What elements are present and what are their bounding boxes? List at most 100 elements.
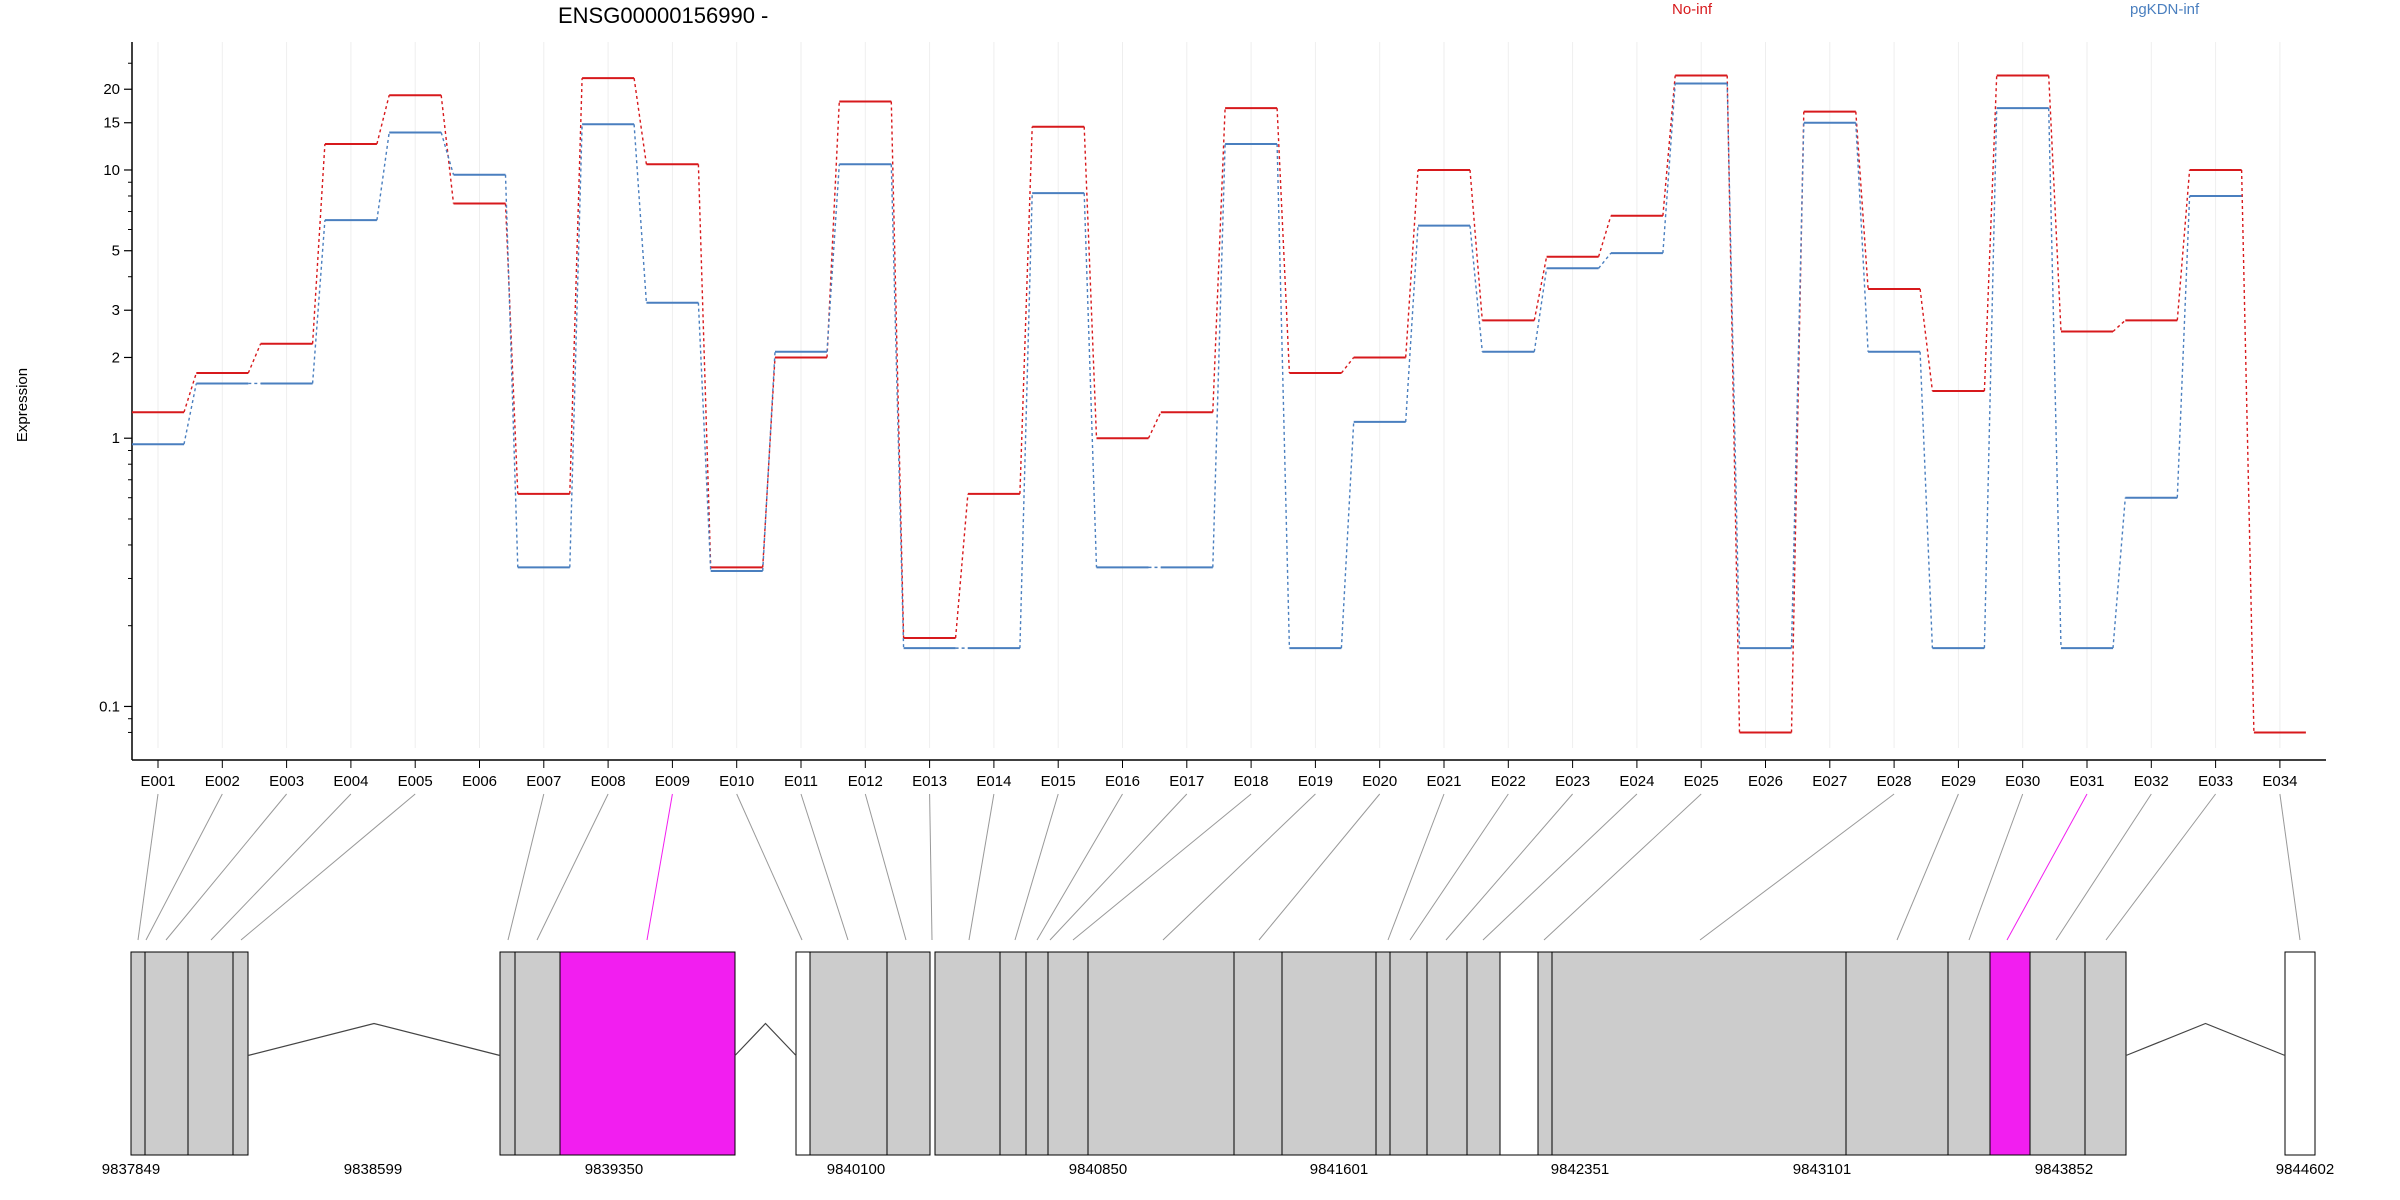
series-1-connector-e010 xyxy=(697,302,712,571)
coordinate-label-3: 9839350 xyxy=(585,1161,643,1178)
series-0-connector-e032 xyxy=(2112,319,2126,332)
series-1-connector-e029 xyxy=(1919,351,1934,649)
x-tick-label-e012: E012 xyxy=(848,773,883,790)
coordinate-label-1: 9837849 xyxy=(102,1161,160,1178)
x-tick-label-e021: E021 xyxy=(1426,773,1461,790)
series-pgkdn-inf xyxy=(132,82,2242,650)
series-1-connector-e033 xyxy=(2176,195,2191,498)
x-tick-label-e032: E032 xyxy=(2134,773,2169,790)
x-tick-label-e016: E016 xyxy=(1105,773,1140,790)
grid-layer xyxy=(157,42,2281,748)
connector-e007 xyxy=(507,793,545,941)
intron-1 xyxy=(247,1022,501,1057)
series-1-connector-e032 xyxy=(2112,497,2126,649)
x-tick-label-e034: E034 xyxy=(2262,773,2297,790)
gene-model-layer: 9837849 9838599 9839350 9840100 9840850 98416… xyxy=(102,951,2334,1178)
series-0-connector-e024 xyxy=(1597,215,1612,257)
connector-e034 xyxy=(2279,793,2301,941)
x-tick-label-e020: E020 xyxy=(1362,773,1397,790)
series-0-connector-e028 xyxy=(1855,111,1869,290)
exon-block-9 xyxy=(809,951,888,1156)
connector-e020 xyxy=(1258,793,1381,941)
x-tick-label-e031: E031 xyxy=(2069,773,2104,790)
series-0-connector-e013 xyxy=(890,101,905,638)
series-0-connector-e023 xyxy=(1533,256,1548,321)
series-0-connector-e020 xyxy=(1340,357,1355,374)
series-1-connector-e027 xyxy=(1790,122,1805,649)
x-tick-label-e013: E013 xyxy=(912,773,947,790)
series-1-connector-e016 xyxy=(1083,193,1098,568)
coordinate-label-6: 9841601 xyxy=(1310,1161,1368,1178)
series-1-connector-e004 xyxy=(311,220,326,384)
coordinate-label-2: 9838599 xyxy=(344,1161,402,1178)
series-0-connector-e009 xyxy=(633,78,648,165)
connector-e025 xyxy=(1543,793,1702,941)
exon-block-14 xyxy=(1047,951,1089,1156)
series-1-connector-e031 xyxy=(2048,108,2062,649)
x-tick-layer: E001 E002 E003 E004 E005 E006 E007 E008 E009 E010… xyxy=(140,760,2297,790)
y-tick-label: 0.1 xyxy=(99,698,120,715)
exon-block-2 xyxy=(144,951,189,1156)
x-tick-label-e029: E029 xyxy=(1941,773,1976,790)
series-0-connector-e026 xyxy=(1726,75,1741,733)
series-1-connector-e018 xyxy=(1212,143,1226,568)
series-1-connector-e025 xyxy=(1662,83,1676,254)
connector-e011 xyxy=(800,793,849,941)
intron-2 xyxy=(734,1022,797,1056)
x-tick-label-e023: E023 xyxy=(1555,773,1590,790)
connector-e004 xyxy=(210,793,352,941)
series-0-connector-e027 xyxy=(1790,111,1805,733)
series-1-connector-e028 xyxy=(1855,122,1869,352)
y-tick-label: 15 xyxy=(103,115,120,132)
coordinate-label-9: 9843852 xyxy=(2035,1161,2093,1178)
connector-e014 xyxy=(968,793,995,941)
exon-block-23 xyxy=(1551,951,1847,1156)
x-tick-label-e024: E024 xyxy=(1619,773,1654,790)
x-tick-label-e002: E002 xyxy=(205,773,240,790)
connector-e029 xyxy=(1896,793,1959,941)
series-0-connector-e015 xyxy=(1019,126,1033,494)
exon-block-4 xyxy=(232,951,249,1156)
series-0-connector-e019 xyxy=(1276,108,1291,374)
series-0-connector-e033 xyxy=(2176,169,2191,321)
x-tick-label-e033: E033 xyxy=(2198,773,2233,790)
y-tick-label: 1 xyxy=(112,430,120,447)
exon-block-20 xyxy=(1426,951,1468,1156)
connector-e032 xyxy=(2055,793,2152,941)
y-tick-label: 2 xyxy=(112,349,120,366)
x-tick-label-e001: E001 xyxy=(140,773,175,790)
exon-block-25 xyxy=(1947,951,1991,1156)
connector-e033 xyxy=(2105,793,2216,941)
coordinate-label-8: 9843101 xyxy=(1793,1161,1851,1178)
series-1-connector-e005 xyxy=(376,132,390,221)
series-1-connector-e021 xyxy=(1405,225,1419,422)
exon-block-29 xyxy=(2284,951,2316,1156)
connector-e005 xyxy=(240,793,416,941)
intron-3 xyxy=(2125,1022,2286,1057)
exon-block-11 xyxy=(934,951,1001,1156)
connector-e016 xyxy=(1036,793,1123,941)
series-0-connector-e030 xyxy=(1983,75,1998,392)
series-0-connector-e021 xyxy=(1405,169,1419,358)
exon-block-22 xyxy=(1537,951,1553,1156)
series-layer xyxy=(132,74,2306,734)
series-0-connector-e014 xyxy=(954,493,969,639)
x-tick-label-e018: E018 xyxy=(1234,773,1269,790)
series-1-connector-e030 xyxy=(1983,108,1998,649)
series-1-connector-e026 xyxy=(1726,83,1741,649)
y-tick-label: 5 xyxy=(112,243,120,260)
exon-block-5 xyxy=(499,951,516,1156)
series-1-connector-e019 xyxy=(1276,143,1291,649)
series-0-connector-e025 xyxy=(1662,75,1676,216)
x-tick-label-e005: E005 xyxy=(398,773,433,790)
exon-block-17 xyxy=(1281,951,1377,1156)
chart-title: ENSG00000156990 - xyxy=(558,3,768,28)
series-1-connector-e015 xyxy=(1019,193,1033,649)
x-tick-label-e014: E014 xyxy=(976,773,1011,790)
x-tick-label-e008: E008 xyxy=(591,773,626,790)
exon-block-13 xyxy=(1025,951,1049,1156)
series-1-connector-e023 xyxy=(1533,268,1548,352)
series-1-connector-e002 xyxy=(183,383,197,445)
exon-block-12 xyxy=(999,951,1027,1156)
